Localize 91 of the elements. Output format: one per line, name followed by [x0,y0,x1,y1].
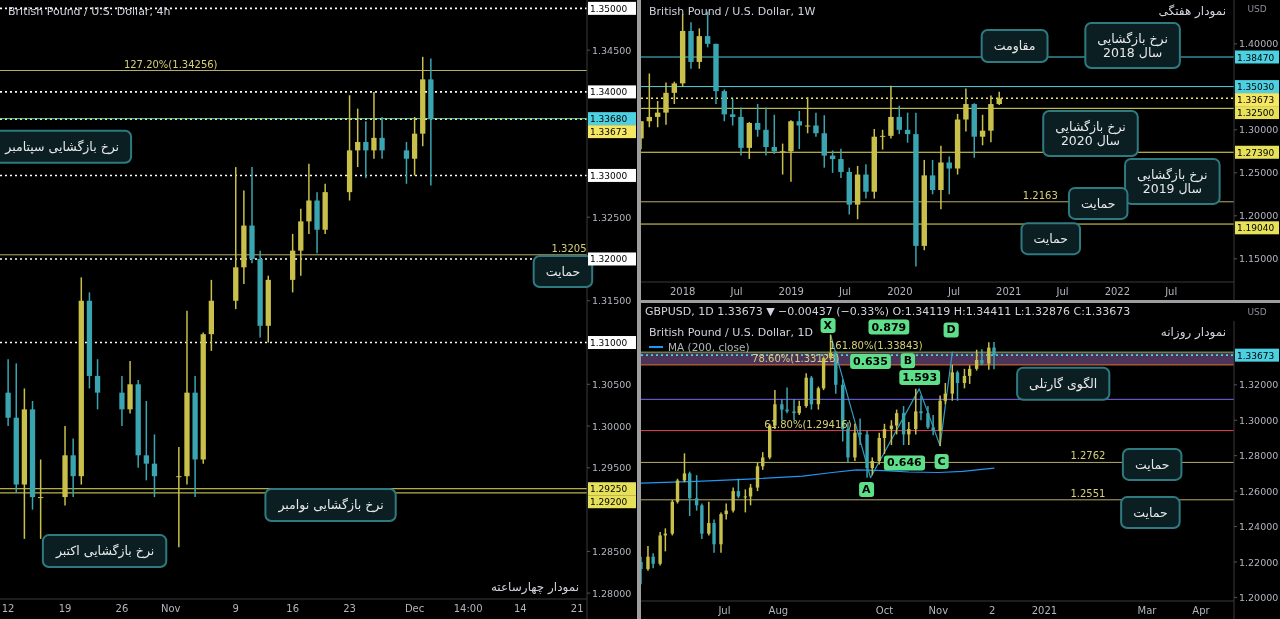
x-tick-label: 23 [343,603,356,614]
chart-subtitle: نمودار هفتگی [1158,4,1226,19]
y-tick-label: 1.30000 [1239,414,1279,426]
x-tick-label: 21 [570,603,584,614]
ref-line-label: 1.29250 [590,484,628,495]
x-tick-label: 19 [58,603,72,614]
x-tick-label: 26 [115,603,129,614]
annotation: نرخ بازگشایی سال 2020 [1055,118,1126,148]
annotation: 1.2163 [1022,189,1058,201]
x-tick-label: Nov [160,603,181,614]
x-tick-label: 14 [513,603,527,614]
y-tick-label: 1.34500 [592,44,632,56]
x-tick-label: Jul [717,605,731,616]
x-tick-label: Oct [875,605,894,616]
y-tick-label: 1.26000 [1239,485,1279,497]
ref-line-label: 1.19040 [1237,223,1275,234]
annotation: 1.2762 [1070,450,1106,462]
ref-line-label: 1.31000 [590,338,628,349]
annotation: نرخ بازگشایی سال 2019 [1137,166,1208,196]
y-tick-label: 1.30000 [592,420,632,432]
y-tick-label: 1.30000 [1239,124,1279,136]
annotation: مقاومت [993,37,1036,54]
text: British Pound / U.S. Dollar, 1W [649,5,816,18]
x-tick-label: 2021 [996,286,1022,297]
annotation: نرخ بازگشایی اکتبر [54,543,155,560]
ref-line-label: 1.33673 [590,127,628,138]
text: British Pound / U.S. Dollar, 1D [649,326,813,339]
ref-line-label: 1.38470 [1237,52,1275,63]
ref-line-label: 1.34000 [590,87,628,98]
ref-line-label: 1.27390 [1237,147,1275,158]
y-tick-label: 1.32000 [1239,379,1279,391]
text: GBPUSD, 1D 1.33673 ▼ −0.00437 (−0.33%) O:1.34119 H:1.34411 L:1.32876 C:1.33673 [645,305,1131,318]
y-axis-title: USD [1247,4,1267,14]
annotation: حمایت [1134,456,1170,472]
x-tick-label: 2018 [669,286,696,297]
x-tick-label: Jul [1055,286,1069,297]
x-tick-label: 2019 [778,286,804,297]
x-tick-label: Dec [404,603,425,614]
y-tick-label: 1.24000 [1239,521,1279,533]
ref-line-label: 1.35000 [590,3,628,14]
annotation: الگوی گارتلی [1029,375,1098,392]
chart-subtitle: نمودار روزانه [1160,325,1226,340]
annotation: حمایت [1033,231,1069,247]
y-tick-label: 1.29500 [592,462,632,474]
y-axis-title: USD [1247,307,1267,317]
y-tick-label: 1.30500 [592,378,632,390]
y-tick-label: 1.25000 [1239,167,1279,179]
x-tick-label: 2 [989,605,996,616]
annotation: نرخ بازگشایی سپتامبر [4,138,120,155]
x-tick-label: Nov [928,605,949,616]
y-tick-label: 1.28000 [592,587,632,599]
x-tick-label: Jul [838,286,852,297]
x-tick-label: 16 [286,603,300,614]
y-tick-label: 1.28000 [1239,450,1279,462]
ref-line-label: 1.29200 [590,497,628,508]
annotation: حمایت [1080,195,1116,211]
x-tick-label: Jul [729,286,743,297]
x-tick-label: 2022 [1104,286,1131,297]
ref-line-label: 1.33673 [1237,95,1275,106]
text: British Pound / U.S. Dollar, 4h [8,5,171,18]
x-tick-label: 2020 [887,286,913,297]
x-tick-label: 14:00 [453,603,483,614]
x-tick-label: Apr [1192,605,1211,616]
ref-line-label: 1.33680 [590,114,628,125]
y-tick-label: 1.15000 [1239,253,1279,265]
ref-line-label: 1.35030 [1237,82,1275,93]
text: نمودار چهارساعته [490,580,579,595]
ref-line-label: 1.33673 [1237,350,1275,361]
annotation: حمایت [545,263,581,279]
y-tick-label: 1.20000 [1239,591,1279,603]
legend-label: MA (200, close) [668,341,750,353]
x-tick-label: Aug [768,605,789,616]
x-tick-label: Jul [1164,286,1178,297]
annotation: 127.20%(1.34256) [123,58,218,70]
ref-line-label: 1.33000 [590,170,628,181]
y-tick-label: 1.20000 [1239,210,1279,222]
y-tick-label: 1.32500 [592,211,632,223]
x-tick-label: Jul [946,286,961,297]
x-tick-label: 2021 [1031,605,1058,616]
annotation: نرخ بازگشایی سال 2018 [1097,30,1168,60]
x-tick-label: Mar [1137,605,1158,616]
y-tick-label: 1.31500 [592,295,632,307]
x-tick-label: 9 [232,603,239,614]
y-tick-label: 1.28500 [592,545,632,557]
annotation: نرخ بازگشایی نوامبر [277,496,384,513]
y-tick-label: 1.22000 [1239,556,1279,568]
annotation: 1.2551 [1070,487,1106,499]
annotation: 1.3205 [551,242,587,254]
annotation: حمایت [1133,505,1168,521]
x-tick-label: 12 [1,603,15,614]
y-tick-label: 1.40000 [1239,38,1279,50]
